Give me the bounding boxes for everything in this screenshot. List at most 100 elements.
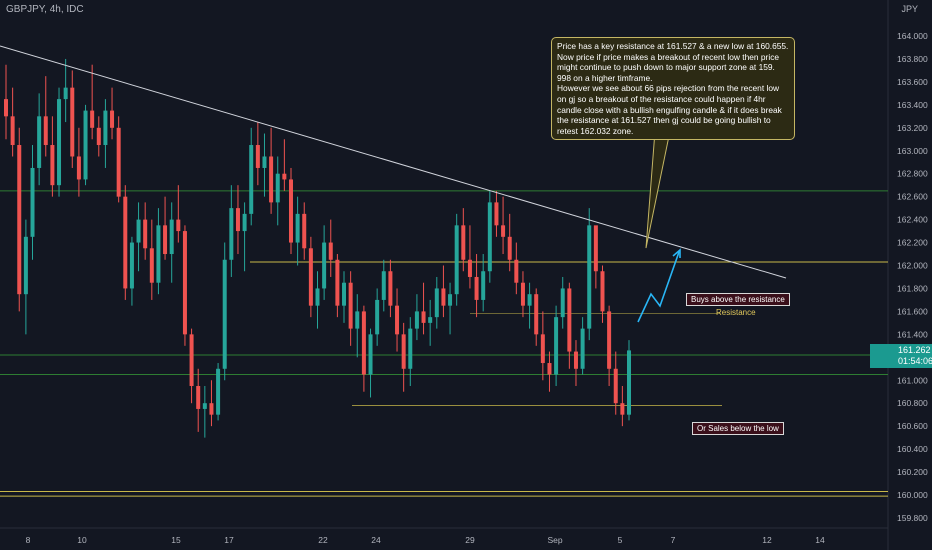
candle-body [43, 116, 48, 146]
candle-body [355, 311, 360, 329]
candle-body [169, 219, 174, 255]
candle-body [63, 87, 68, 100]
candle-body [110, 110, 115, 128]
candle-body [182, 231, 187, 335]
candle-body [474, 276, 479, 300]
candle-body [554, 317, 559, 375]
candle-body [209, 403, 214, 415]
y-tick-label: 160.200 [897, 467, 928, 477]
buys-label: Buys above the resistance [686, 293, 790, 306]
candle-body [123, 196, 128, 289]
candle-body [129, 242, 134, 289]
x-tick-label: 15 [171, 535, 181, 545]
candle-body [414, 311, 419, 329]
y-tick-label: 159.800 [897, 513, 928, 523]
candles [4, 58, 631, 438]
analysis-note: Price has a key resistance at 161.527 & … [551, 37, 795, 141]
candle-body [57, 99, 62, 186]
analysis-note-text: Price has a key resistance at 161.527 & … [557, 41, 789, 136]
candle-body [30, 167, 35, 237]
candle-body [587, 225, 592, 329]
sales-label: Or Sales below the low [692, 422, 784, 435]
x-tick-label: 29 [465, 535, 475, 545]
currency-label: JPY [901, 4, 918, 14]
y-tick-label: 160.800 [897, 398, 928, 408]
candle-body [163, 225, 168, 255]
candle-body [428, 317, 433, 323]
candle-body [282, 173, 287, 180]
candle-body [295, 213, 300, 243]
candle-body [607, 311, 612, 369]
candle-body [613, 368, 618, 404]
candle-body [627, 350, 631, 415]
candle-body [580, 328, 585, 369]
y-tick-label: 162.600 [897, 192, 928, 202]
candle-body [136, 219, 141, 243]
candle-body [149, 248, 154, 283]
y-tick-label: 162.400 [897, 215, 928, 225]
resistance-label: Resistance [716, 308, 756, 317]
y-tick-label: 163.000 [897, 146, 928, 156]
candle-body [540, 334, 545, 364]
bar-countdown: 01:54:06 [898, 356, 932, 366]
candle-body [395, 305, 400, 335]
candle-body [434, 288, 439, 318]
candle-body [501, 225, 506, 237]
y-tick-label: 162.800 [897, 169, 928, 179]
candle-body [328, 242, 333, 260]
candle-body [567, 288, 572, 352]
x-tick-label: 7 [671, 535, 676, 545]
candle-body [242, 213, 247, 232]
candle-body [4, 99, 8, 117]
y-tick-label: 161.400 [897, 329, 928, 339]
x-tick-label: 12 [762, 535, 772, 545]
y-tick-label: 161.600 [897, 306, 928, 316]
candle-body [507, 236, 512, 260]
y-tick-label: 163.800 [897, 54, 928, 64]
projection-arrow-head [672, 248, 681, 258]
candle-body [262, 156, 267, 168]
candle-body [421, 311, 426, 323]
candle-body [593, 225, 598, 272]
candle-body [335, 259, 340, 306]
candle-body [441, 288, 446, 306]
x-tick-label: 17 [224, 535, 234, 545]
y-tick-label: 163.200 [897, 123, 928, 133]
y-tick-label: 164.000 [897, 31, 928, 41]
candle-body [375, 299, 380, 335]
symbol-title[interactable]: GBPJPY, 4h, IDC [6, 4, 84, 15]
candle-body [10, 116, 15, 146]
candle-body [96, 127, 101, 146]
candle-body [361, 311, 366, 375]
candle-body [76, 156, 81, 180]
candle-body [275, 173, 280, 203]
candle-body [560, 288, 565, 318]
candle-body [222, 259, 227, 369]
x-tick-label: 8 [26, 535, 31, 545]
candle-body [368, 334, 373, 375]
candle-body [514, 259, 519, 283]
y-tick-label: 160.600 [897, 421, 928, 431]
candle-body [176, 219, 181, 232]
drawings [0, 45, 787, 323]
candle-body [467, 259, 472, 277]
x-tick-label: Sep [547, 535, 562, 545]
candle-body [547, 363, 552, 375]
candle-body [70, 87, 75, 157]
candle-body [322, 242, 327, 289]
candle-body [302, 213, 307, 249]
candle-body [235, 208, 240, 232]
candle-body [408, 328, 413, 369]
y-tick-label: 163.600 [897, 77, 928, 87]
y-tick-label: 162.000 [897, 261, 928, 271]
candle-body [315, 288, 320, 306]
candle-body [534, 294, 539, 335]
candle-body [103, 110, 108, 146]
y-tick-label: 161.800 [897, 283, 928, 293]
candle-body [216, 368, 221, 415]
candle-body [83, 110, 88, 180]
projection-arrow [637, 251, 680, 323]
candle-body [23, 236, 28, 295]
current-price-tag: 161.262 01:54:06 [870, 344, 932, 368]
candle-body [288, 179, 293, 243]
